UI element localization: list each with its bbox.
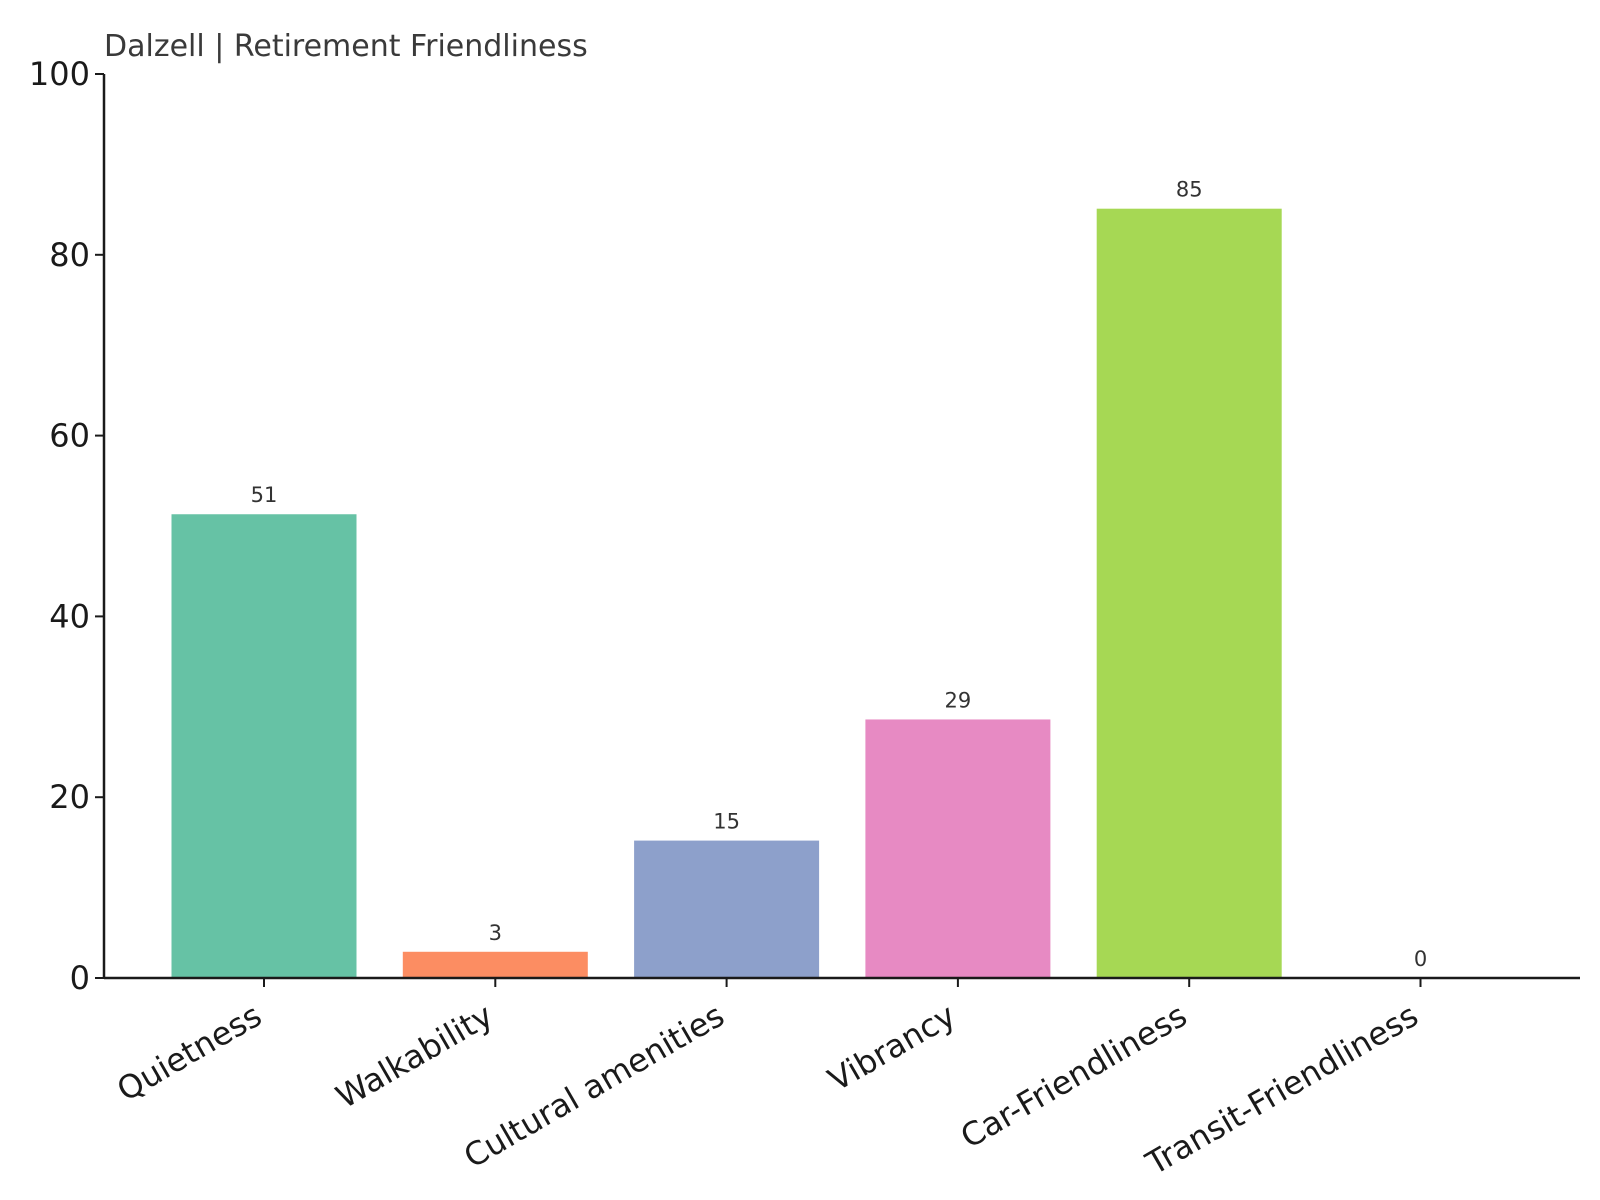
bars <box>171 208 1282 979</box>
bar <box>402 951 588 978</box>
data-label: 15 <box>713 810 740 834</box>
x-tick-label: Vibrancy <box>822 996 962 1099</box>
data-label: 0 <box>1414 947 1427 971</box>
bar <box>634 840 820 978</box>
y-tick-label: 20 <box>49 778 90 816</box>
data-label: 51 <box>251 483 278 507</box>
bar <box>171 514 357 978</box>
data-label: 29 <box>945 688 972 712</box>
data-labels: 51 3 15 29 85 0 <box>251 178 1428 971</box>
x-tick-label: Quietness <box>111 996 268 1109</box>
y-axis: 0 20 40 60 80 100 <box>29 55 106 997</box>
y-tick-label: 100 <box>29 55 90 93</box>
x-tick-label: Walkability <box>329 996 499 1116</box>
y-tick-label: 80 <box>49 236 90 274</box>
y-tick-label: 40 <box>49 597 90 635</box>
bar <box>865 719 1051 978</box>
data-label: 85 <box>1176 178 1203 202</box>
data-label: 3 <box>489 921 502 945</box>
x-tick-label: Car-Friendliness <box>954 996 1193 1156</box>
bar <box>1096 208 1282 979</box>
y-tick-label: 0 <box>70 959 90 997</box>
chart-title: Dalzell | Retirement Friendliness <box>104 29 588 64</box>
y-tick-label: 60 <box>49 417 90 455</box>
x-tick-label: Cultural amenities <box>457 996 730 1176</box>
